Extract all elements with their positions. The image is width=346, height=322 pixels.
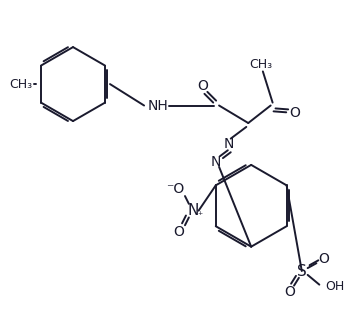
- Text: CH₃: CH₃: [249, 58, 273, 71]
- Text: S: S: [297, 263, 307, 279]
- Text: ⁻O: ⁻O: [166, 182, 184, 196]
- Text: N: N: [211, 155, 221, 169]
- Text: O: O: [318, 252, 329, 266]
- Text: O: O: [174, 225, 184, 239]
- Text: ⁺: ⁺: [197, 211, 202, 221]
- Text: N: N: [224, 137, 234, 151]
- Text: O: O: [285, 285, 295, 299]
- Text: N: N: [187, 203, 199, 218]
- Text: OH: OH: [325, 280, 344, 293]
- Text: NH: NH: [147, 99, 168, 112]
- Text: O: O: [290, 106, 300, 120]
- Text: O: O: [197, 79, 208, 93]
- Text: CH₃: CH₃: [9, 78, 32, 90]
